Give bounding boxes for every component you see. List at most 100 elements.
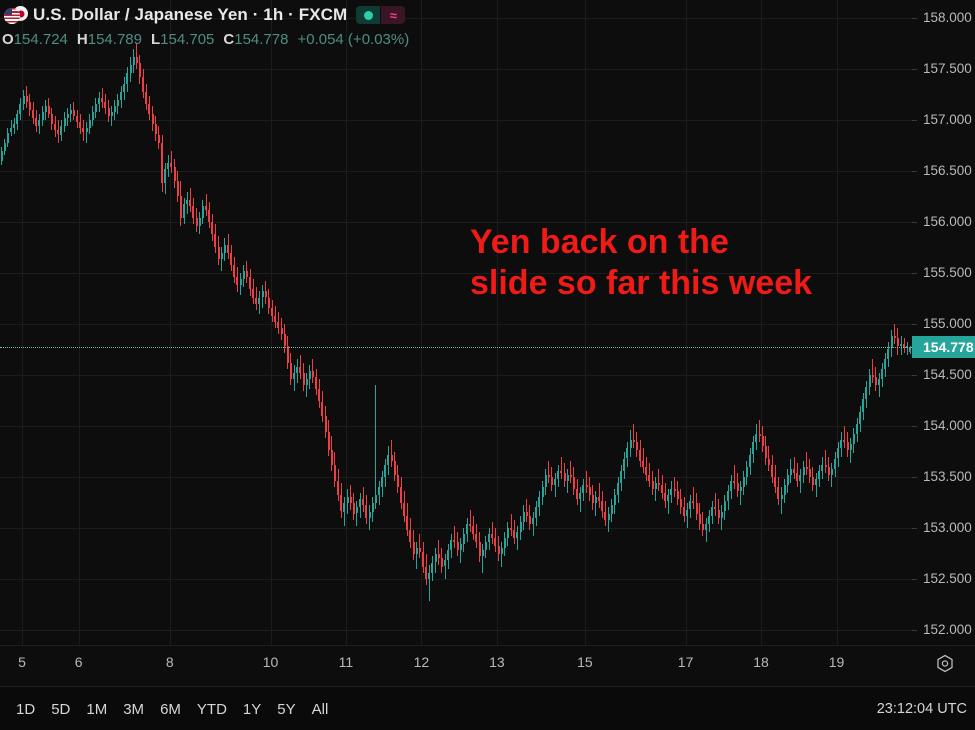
market-open-badge[interactable]	[356, 6, 381, 24]
timeframe-button-3m[interactable]: 3M	[123, 700, 145, 718]
gridline-horizontal	[0, 120, 912, 122]
candle-body-down	[161, 142, 163, 184]
price-axis-tick: 156.000	[912, 214, 975, 230]
candle-body-down	[811, 476, 814, 486]
candle-body-down	[425, 566, 428, 579]
candle-wick	[86, 122, 87, 143]
gridline-horizontal	[0, 69, 912, 71]
candlestick-plot[interactable]	[0, 0, 912, 645]
gridline-vertical	[78, 0, 80, 645]
timeframe-button-5d[interactable]: 5D	[51, 700, 71, 718]
candle-body-up	[881, 368, 884, 380]
price-axis-tick-label: 153.000	[923, 519, 972, 535]
price-axis-tick-label: 152.500	[923, 570, 972, 586]
candle-wick	[491, 521, 493, 545]
candle-body-down	[208, 209, 211, 223]
candle-body-up	[368, 511, 371, 518]
price-axis[interactable]: 158.000 157.500 157.000 156.500 156.000 155.5…	[912, 0, 975, 645]
candle-body-up	[582, 485, 585, 494]
ohlc-close-value: 154.778	[234, 31, 289, 48]
timeframe-button-1d[interactable]: 1D	[16, 700, 36, 718]
price-tick-mark	[912, 69, 917, 71]
candle-body-up	[752, 442, 755, 455]
symbol-title-row[interactable]: U.S. Dollar / Japanese Yen · 1h · FXCM ≈	[4, 3, 406, 27]
candle-body-up	[711, 507, 714, 516]
ohlc-open-key: O	[2, 31, 14, 48]
candle-body-down	[25, 95, 28, 102]
candle-body-down	[227, 244, 229, 253]
timeframe-button-5y[interactable]: 5Y	[277, 700, 296, 718]
price-axis-tick-label: 158.000	[923, 10, 972, 26]
candle-body-down	[327, 432, 330, 451]
timeframe-button-all[interactable]: All	[311, 700, 329, 718]
candle-body-down	[550, 476, 553, 486]
time-axis[interactable]: 5 6 8 10 11 12 13 15 17 18 19	[0, 645, 975, 685]
candle-body-down	[758, 434, 761, 437]
candle-wick	[554, 472, 556, 498]
candle-body-up	[98, 97, 101, 104]
candle-body-up	[503, 538, 506, 549]
candle-body-down	[588, 487, 591, 496]
candle-body-up	[834, 458, 836, 469]
candle-body-up	[60, 126, 63, 135]
timeframe-button-6m[interactable]: 6M	[160, 700, 181, 718]
candle-wick	[815, 472, 817, 498]
gridline-horizontal	[0, 629, 912, 631]
candle-body-up	[415, 548, 418, 555]
candle-body-up	[594, 497, 597, 504]
candle-body-down	[843, 440, 846, 443]
candle-body-down	[494, 538, 497, 547]
candle-body-down	[572, 476, 575, 490]
candle-wick	[799, 468, 801, 494]
price-axis-tick: 152.000	[912, 622, 975, 638]
candle-body-down	[903, 344, 906, 349]
gridline-horizontal	[0, 18, 912, 20]
candle-wick	[586, 470, 587, 494]
annotation-line-2: slide so far this week	[470, 264, 813, 303]
gridline-horizontal	[0, 273, 912, 275]
timeframe-button-ytd[interactable]: YTD	[196, 700, 227, 718]
price-axis-tick-label: 152.000	[923, 621, 972, 637]
axis-settings-icon[interactable]	[931, 650, 959, 678]
candle-body-up	[132, 57, 135, 66]
candle-body-up	[63, 118, 66, 127]
candle-body-up	[343, 503, 346, 512]
candle-body-down	[157, 134, 160, 143]
candle-wick	[482, 544, 484, 573]
candle-body-down	[692, 501, 695, 504]
candle-body-up	[371, 503, 374, 512]
candle-body-down	[76, 116, 78, 123]
candle-body-down	[393, 460, 396, 475]
candle-body-up	[220, 252, 223, 259]
timeframe-button-1m[interactable]: 1M	[86, 700, 108, 718]
candle-body-up	[459, 544, 462, 551]
candle-body-up	[123, 83, 126, 92]
time-axis-tick-label: 15	[577, 654, 593, 670]
candle-body-up	[113, 106, 116, 113]
candle-body-down	[249, 277, 251, 290]
candle-body-up	[120, 91, 123, 100]
candle-body-up	[261, 291, 264, 298]
ohlc-low-key: L	[150, 31, 161, 48]
candle-body-down	[390, 454, 393, 461]
ohlc-high-value: 154.789	[87, 31, 142, 48]
timeframe-button-1y[interactable]: 1Y	[242, 700, 262, 718]
candle-body-up	[41, 112, 44, 121]
candle-body-down	[264, 291, 267, 298]
data-delayed-badge[interactable]: ≈	[381, 6, 406, 24]
candle-body-down	[396, 474, 399, 487]
candle-body-up	[607, 513, 610, 520]
candle-wick	[428, 564, 430, 602]
candle-wick	[221, 246, 223, 272]
candle-body-down	[632, 440, 635, 443]
candle-body-up	[44, 106, 47, 113]
bottom-toolbar: 1D 5D 1M 3M 6M YTD 1Y 5Y All 23:12:04 UTC	[0, 686, 975, 730]
candle-wick	[579, 487, 581, 512]
candle-wick	[567, 468, 569, 494]
candle-body-up	[613, 495, 616, 506]
current-price-tag: 154.778	[912, 335, 975, 358]
candle-wick	[444, 554, 446, 579]
candle-body-up	[16, 114, 19, 125]
candle-body-up	[444, 560, 446, 567]
candle-body-up	[884, 358, 887, 369]
